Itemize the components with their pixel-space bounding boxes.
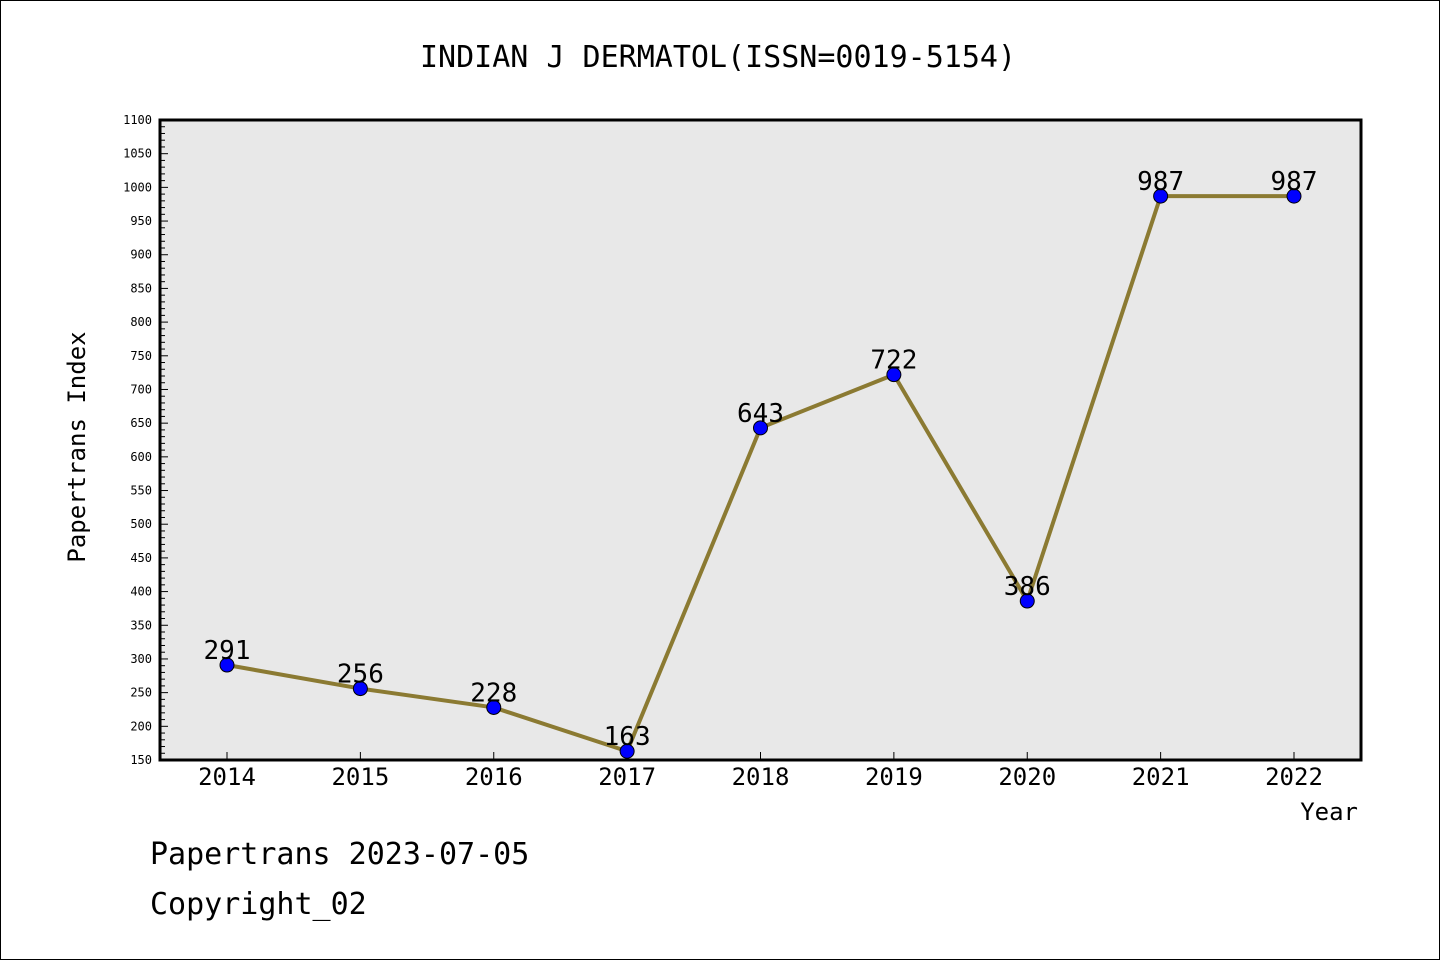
data-point	[219, 657, 235, 673]
data-label: 291	[204, 636, 251, 666]
y-tick-label: 900	[130, 248, 152, 262]
data-label: 256	[337, 660, 384, 690]
x-tick-label: 2016	[465, 763, 523, 791]
x-axis: 2014 2015 2016 2017 2018 2019 2020 2021 2022	[198, 752, 1323, 791]
x-tick-label: 2014	[198, 763, 256, 791]
y-tick-label: 950	[130, 214, 152, 228]
data-label: 163	[604, 722, 651, 752]
y-tick-label: 150	[130, 753, 152, 767]
data-point	[1019, 593, 1035, 609]
y-tick-label: 550	[130, 484, 152, 498]
x-tick-label: 2017	[598, 763, 656, 791]
data-label: 386	[1004, 572, 1051, 602]
x-tick-label: 2019	[865, 763, 923, 791]
y-tick-label: 350	[130, 618, 152, 632]
y-tick-label: 300	[130, 652, 152, 666]
y-tick-label: 400	[130, 585, 152, 599]
data-label: 722	[870, 346, 917, 376]
data-point	[619, 743, 635, 759]
x-axis-label: Year	[1300, 798, 1358, 826]
x-tick-label: 2021	[1132, 763, 1190, 791]
y-tick-label: 750	[130, 349, 152, 363]
footer-date: Papertrans 2023-07-05	[150, 837, 529, 872]
chart-title: INDIAN J DERMATOL(ISSN=0019-5154)	[420, 40, 1016, 75]
x-tick-label: 2020	[998, 763, 1056, 791]
data-point	[886, 367, 902, 383]
y-tick-label: 850	[130, 281, 152, 295]
y-tick-label: 450	[130, 551, 152, 565]
y-axis: 150 200 250 300 350 400 450 500 550 600 650 700 750 8…	[123, 113, 168, 767]
y-tick-label: 700	[130, 382, 152, 396]
y-tick-label: 250	[130, 686, 152, 700]
data-point	[352, 681, 368, 697]
y-tick-label: 600	[130, 450, 152, 464]
data-point	[1286, 188, 1302, 204]
data-point	[1153, 188, 1169, 204]
series-line-group: 291 256 228 163 643 722 386 987 987	[204, 167, 1318, 759]
footer-copyright: Copyright_02	[150, 887, 367, 922]
y-tick-label: 1000	[123, 180, 152, 194]
y-tick-label: 1100	[123, 113, 152, 127]
y-tick-label: 500	[130, 517, 152, 531]
x-tick-label: 2022	[1265, 763, 1323, 791]
x-tick-label: 2018	[732, 763, 790, 791]
y-tick-label: 200	[130, 719, 152, 733]
y-tick-label: 1050	[123, 147, 152, 161]
data-label: 228	[470, 678, 517, 708]
data-label: 643	[737, 399, 784, 429]
y-tick-label: 800	[130, 315, 152, 329]
data-point	[753, 420, 768, 436]
data-point	[486, 699, 502, 715]
data-label: 987	[1271, 167, 1318, 197]
x-tick-label: 2015	[331, 763, 389, 791]
data-label: 987	[1137, 167, 1184, 197]
y-axis-label: Papertrans Index	[63, 331, 91, 562]
y-tick-label: 650	[130, 416, 152, 430]
plot-area	[158, 118, 1363, 762]
